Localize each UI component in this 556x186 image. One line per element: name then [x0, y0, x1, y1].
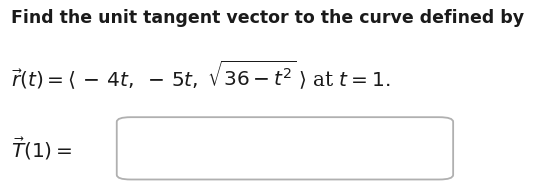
- Text: $\vec{r}(t) = \langle\, -\,4t,\; -\,5t,\; \sqrt{36 - t^2}\,\rangle$ at $t = 1.$: $\vec{r}(t) = \langle\, -\,4t,\; -\,5t,\…: [11, 58, 391, 91]
- Text: Find the unit tangent vector to the curve defined by: Find the unit tangent vector to the curv…: [11, 9, 524, 27]
- Text: $\vec{T}(1) =$: $\vec{T}(1) =$: [11, 136, 73, 162]
- FancyBboxPatch shape: [117, 117, 453, 179]
